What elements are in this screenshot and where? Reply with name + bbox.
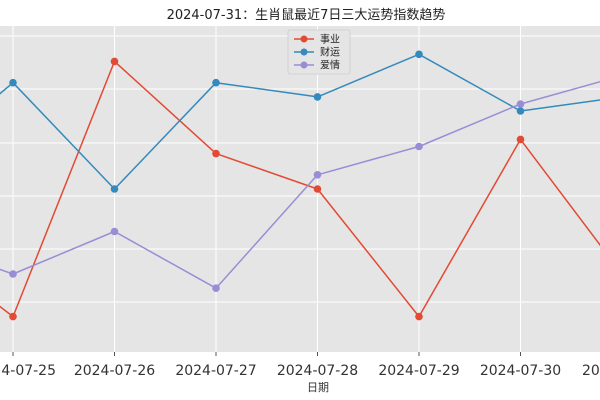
x-tick-label: 2024-07-30 (480, 363, 561, 379)
data-point (313, 185, 322, 193)
series-0 (0, 57, 600, 321)
legend-label-aiqing: 爱情 (320, 59, 340, 72)
x-tick-label: 202 (582, 363, 600, 379)
x-tick-label: 2024-07-28 (277, 363, 358, 379)
data-point (415, 312, 423, 321)
x-tick-label: 2024-07-27 (175, 363, 256, 379)
data-point (516, 100, 525, 108)
data-point (9, 312, 17, 321)
data-point (313, 93, 322, 101)
series-line (0, 53, 600, 190)
data-point (9, 78, 17, 87)
series-layer (0, 50, 600, 321)
data-point (9, 270, 17, 278)
data-point (110, 57, 119, 66)
data-point (110, 227, 119, 236)
data-point (313, 171, 322, 179)
legend-label-shiye: 事业 (320, 33, 340, 46)
legend-marker-aiqing (300, 61, 308, 69)
x-axis-label: 日期 (307, 381, 329, 394)
data-point (516, 107, 525, 115)
series-line (0, 60, 600, 318)
x-tick-label: 2024-07-26 (74, 363, 155, 379)
data-point (415, 142, 423, 151)
plot-area (0, 26, 600, 352)
series-line (0, 80, 600, 289)
grid (0, 26, 600, 352)
legend-marker-caiyun (300, 48, 308, 56)
legend: 事业 财运 爱情 (287, 29, 351, 75)
data-point (212, 78, 220, 87)
data-point (212, 149, 220, 158)
data-point (415, 50, 423, 59)
data-point (516, 135, 525, 144)
series-1 (0, 50, 600, 193)
legend-marker-shiye (300, 35, 308, 43)
x-tick-label: 2024-07-29 (378, 363, 459, 379)
series-2 (0, 80, 600, 293)
chart-title: 2024-07-31：生肖鼠最近7日三大运势指数趋势 (167, 7, 446, 23)
x-tick-label: 4-07-25 (1, 363, 56, 379)
data-point (110, 185, 119, 193)
legend-label-caiyun: 财运 (320, 46, 340, 59)
x-tick-labels: 4-07-25 2024-07-26 2024-07-27 2024-07-28 202… (1, 352, 600, 379)
data-point (212, 284, 220, 293)
